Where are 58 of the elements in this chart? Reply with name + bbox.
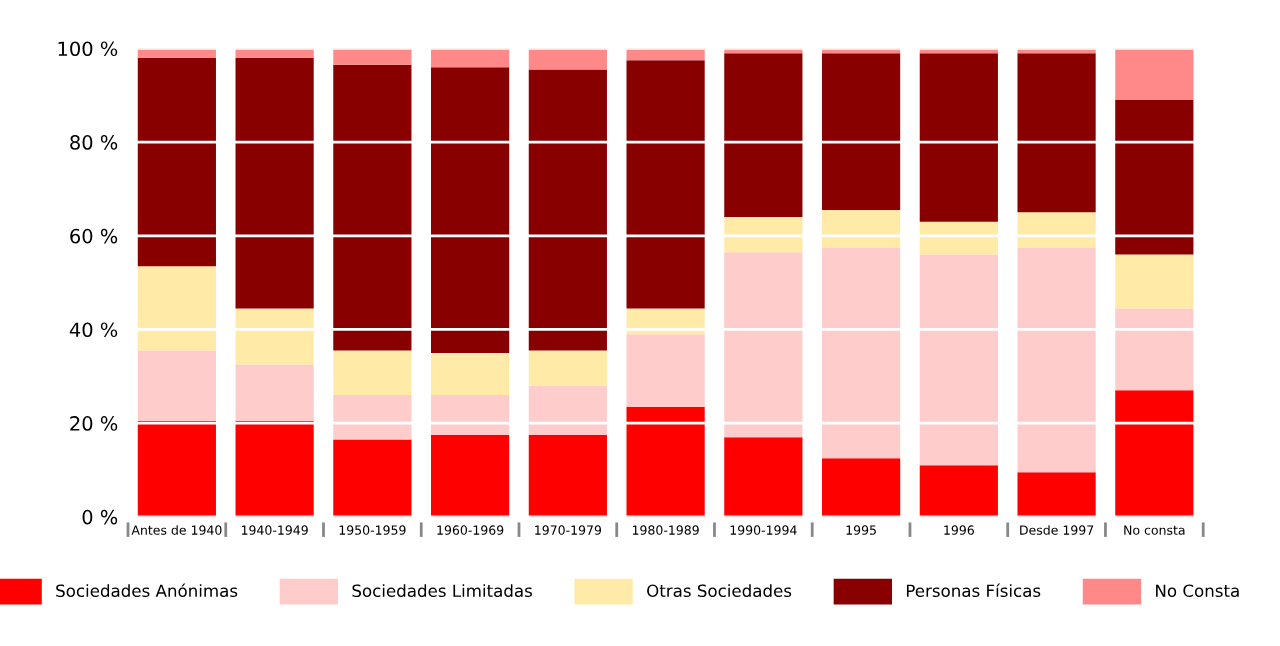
legend-label: No Consta: [1156, 584, 1239, 598]
bar: [333, 439, 412, 517]
bar: [919, 53, 998, 222]
bar: [919, 465, 998, 517]
bar: [333, 64, 412, 351]
bar: [235, 57, 314, 309]
bar: [137, 266, 216, 351]
bar: [528, 434, 607, 517]
bar: [137, 350, 216, 421]
bar: [431, 434, 510, 517]
bar: [235, 420, 314, 517]
y-tick-label: 60 %: [70, 228, 118, 244]
bar: [724, 217, 803, 253]
legend-label: Personas Físicas: [906, 583, 1041, 598]
bar: [235, 364, 314, 421]
legend-label: Sociedades Anónimas: [56, 583, 238, 598]
bar: [137, 420, 216, 517]
legend-label: Otras Sociedades: [647, 584, 792, 598]
bar: [431, 67, 510, 353]
y-tick-label: 20 %: [70, 416, 118, 431]
bar: [626, 406, 705, 517]
bar: [1017, 472, 1096, 517]
bar: [821, 458, 901, 517]
bar: [919, 221, 998, 255]
y-tick-label: 0 %: [82, 509, 118, 525]
bar: [919, 254, 998, 466]
bar: [431, 48, 510, 68]
bar: [724, 252, 803, 438]
bar: [1017, 53, 1096, 213]
bar: [137, 57, 216, 267]
y-tick-label: 80 %: [70, 135, 118, 150]
bar: [821, 210, 901, 248]
bar: [1115, 254, 1194, 309]
bar: [821, 247, 901, 459]
bar: [1115, 99, 1194, 255]
bar: [528, 350, 607, 386]
bar: [333, 395, 412, 440]
bar: [1017, 247, 1096, 473]
bar: [333, 350, 412, 396]
bar: [431, 352, 510, 396]
bar: [528, 385, 607, 435]
bar: [821, 53, 901, 211]
bar: [235, 308, 314, 365]
bar: [1115, 390, 1194, 517]
y-tick-label: 100 %: [58, 41, 118, 57]
bar: [1017, 212, 1096, 248]
bar: [528, 69, 607, 351]
bar: [626, 60, 705, 309]
bar: [724, 437, 803, 517]
bar: [528, 48, 607, 70]
y-tick-label: 40 %: [69, 322, 118, 338]
bar: [626, 334, 705, 407]
bar: [724, 53, 803, 218]
bar: [431, 395, 510, 435]
bar: [1115, 48, 1194, 100]
legend-label: Sociedades Limitadas: [352, 584, 532, 598]
bar: [1115, 308, 1194, 391]
bar: [333, 48, 412, 65]
